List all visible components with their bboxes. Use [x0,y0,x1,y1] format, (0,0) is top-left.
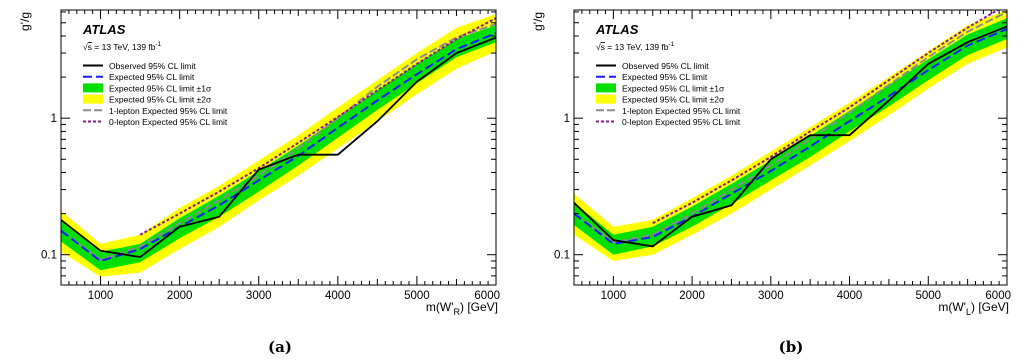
x-tick-label: 6000 [474,290,500,302]
y-tick-label: 1 [51,113,57,125]
x-tick-label: 6000 [985,290,1011,302]
zero-lepton-expected-line [139,17,496,236]
subfigure-caption: (a) [268,338,292,356]
plot-area [574,10,1007,261]
x-tick-label: 1000 [88,290,114,302]
plot-frame [60,9,497,286]
expected-limit-line [574,28,1007,245]
x-tick-label: 5000 [915,290,941,302]
legend-swatch [83,94,103,104]
y-tick-label: 1 [564,113,570,125]
observed-limit-line [574,25,1007,248]
energy-lumi-label: √s = 13 TeV, 139 fb-1 [83,41,162,52]
legend-label: Expected 95% CL limit ±1σ [109,83,212,93]
chart-panel-a: 1000 2000 3000 4000 5000 6000 0.1 1 m(W'R) [GeV]… [18,9,500,356]
band-1sigma [61,25,496,271]
observed-limit-line [61,36,496,259]
x-tick-label: 3000 [246,290,272,302]
band-2sigma [61,14,496,277]
legend-label: Expected 95% CL limit ±2σ [109,95,212,105]
x-tick-label: 2000 [167,290,193,302]
x-tick-label: 3000 [758,290,784,302]
y-axis-label: g'/g [18,12,32,31]
x-tick-label: 2000 [679,290,705,302]
y-axis-label: g'/g [531,12,545,31]
legend-label: Expected 95% CL limit [622,72,708,82]
chart-panel-b: 1000 2000 3000 4000 5000 6000 0.1 1 m(W'L) [GeV]… [531,9,1011,356]
one-lepton-expected-line [574,11,1007,244]
legend-label: 0-lepton Expected 95% CL limit [109,117,228,127]
energy-lumi-label: √s = 13 TeV, 139 fb-1 [596,41,675,52]
legend-label: Observed 95% CL limit [622,61,709,71]
atlas-label: ATLAS [595,22,639,37]
band-2sigma [574,10,1007,261]
x-axis-label: m(W'R) [GeV] [426,300,498,317]
x-axis-label: m(W'L) [GeV] [938,300,1009,317]
plot-area [61,14,496,277]
legend-label: 1-lepton Expected 95% CL limit [109,106,228,116]
band-1sigma [574,18,1007,255]
legend-swatch [596,94,616,104]
atlas-label: ATLAS [82,22,126,37]
legend-label: Observed 95% CL limit [109,61,196,71]
x-tick-label: 1000 [601,290,627,302]
plot-frame [573,9,1008,286]
legend-label: 0-lepton Expected 95% CL limit [622,117,741,127]
x-tick-label: 4000 [325,290,351,302]
subfigure-caption: (b) [779,338,804,356]
legend-label: 1-lepton Expected 95% CL limit [622,106,741,116]
y-tick-label: 0.1 [41,250,57,262]
legend-label: Expected 95% CL limit [109,72,195,82]
legend-label: Expected 95% CL limit ±2σ [622,95,725,105]
one-lepton-expected-line [61,23,496,261]
legend-swatch [83,83,103,93]
y-tick-label: 0.1 [554,250,570,262]
expected-limit-line [61,32,496,263]
legend-swatch [596,83,616,93]
x-tick-label: 4000 [837,290,863,302]
zero-lepton-expected-line [652,10,1000,225]
legend-label: Expected 95% CL limit ±1σ [622,83,725,93]
x-tick-label: 5000 [404,290,430,302]
